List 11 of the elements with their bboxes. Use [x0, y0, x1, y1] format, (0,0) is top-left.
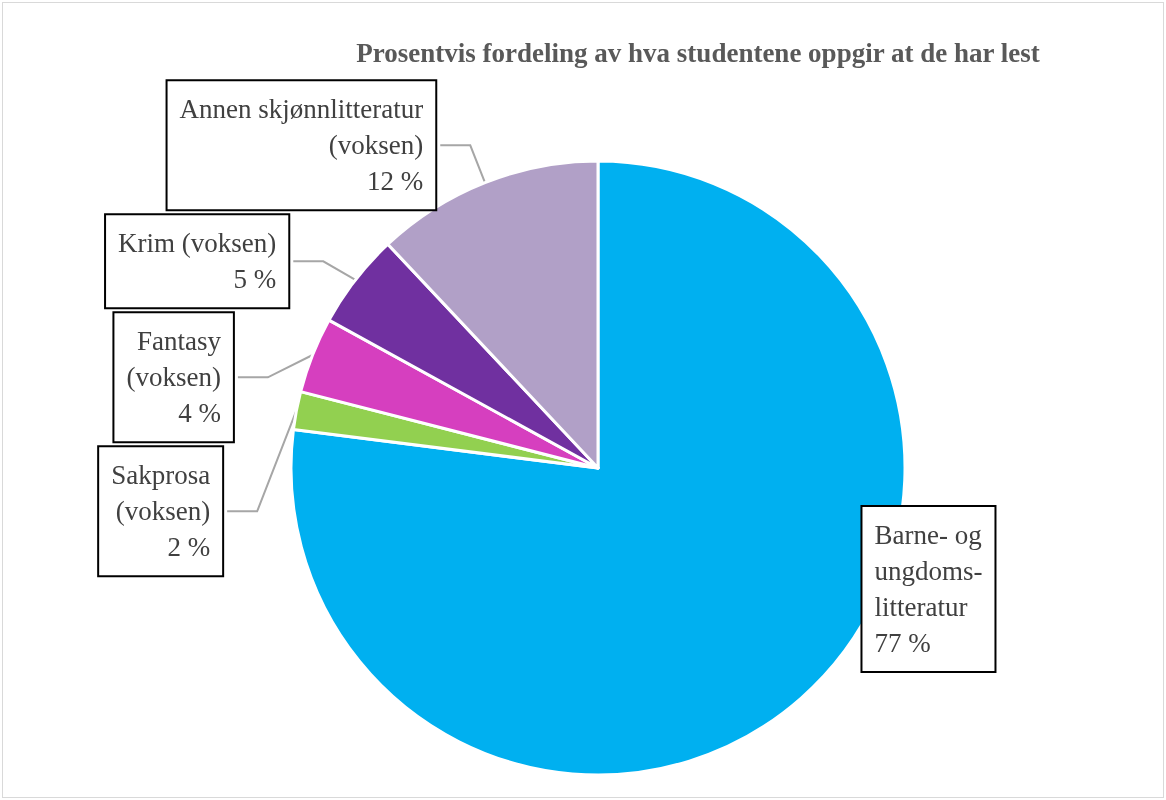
- slice-label: Sakprosa (voksen): [111, 460, 211, 527]
- data-label: 4 %: [178, 398, 221, 429]
- data-label: 77 %: [874, 628, 931, 658]
- data-label: 5 %: [233, 264, 277, 295]
- slice-label: Fantasy (voksen): [126, 326, 222, 393]
- slice-label: Krim (voksen): [118, 228, 277, 259]
- slice-label: Annen skjønnlitteratur (voksen): [179, 94, 424, 161]
- slice-label: Barne- og ungdoms- litteratur: [874, 520, 983, 622]
- data-label: 12 %: [367, 166, 424, 197]
- data-label: 2 %: [167, 532, 211, 563]
- chart-title: Prosentvis fordeling av hva studentene oppgir at de har lest: [356, 38, 1040, 68]
